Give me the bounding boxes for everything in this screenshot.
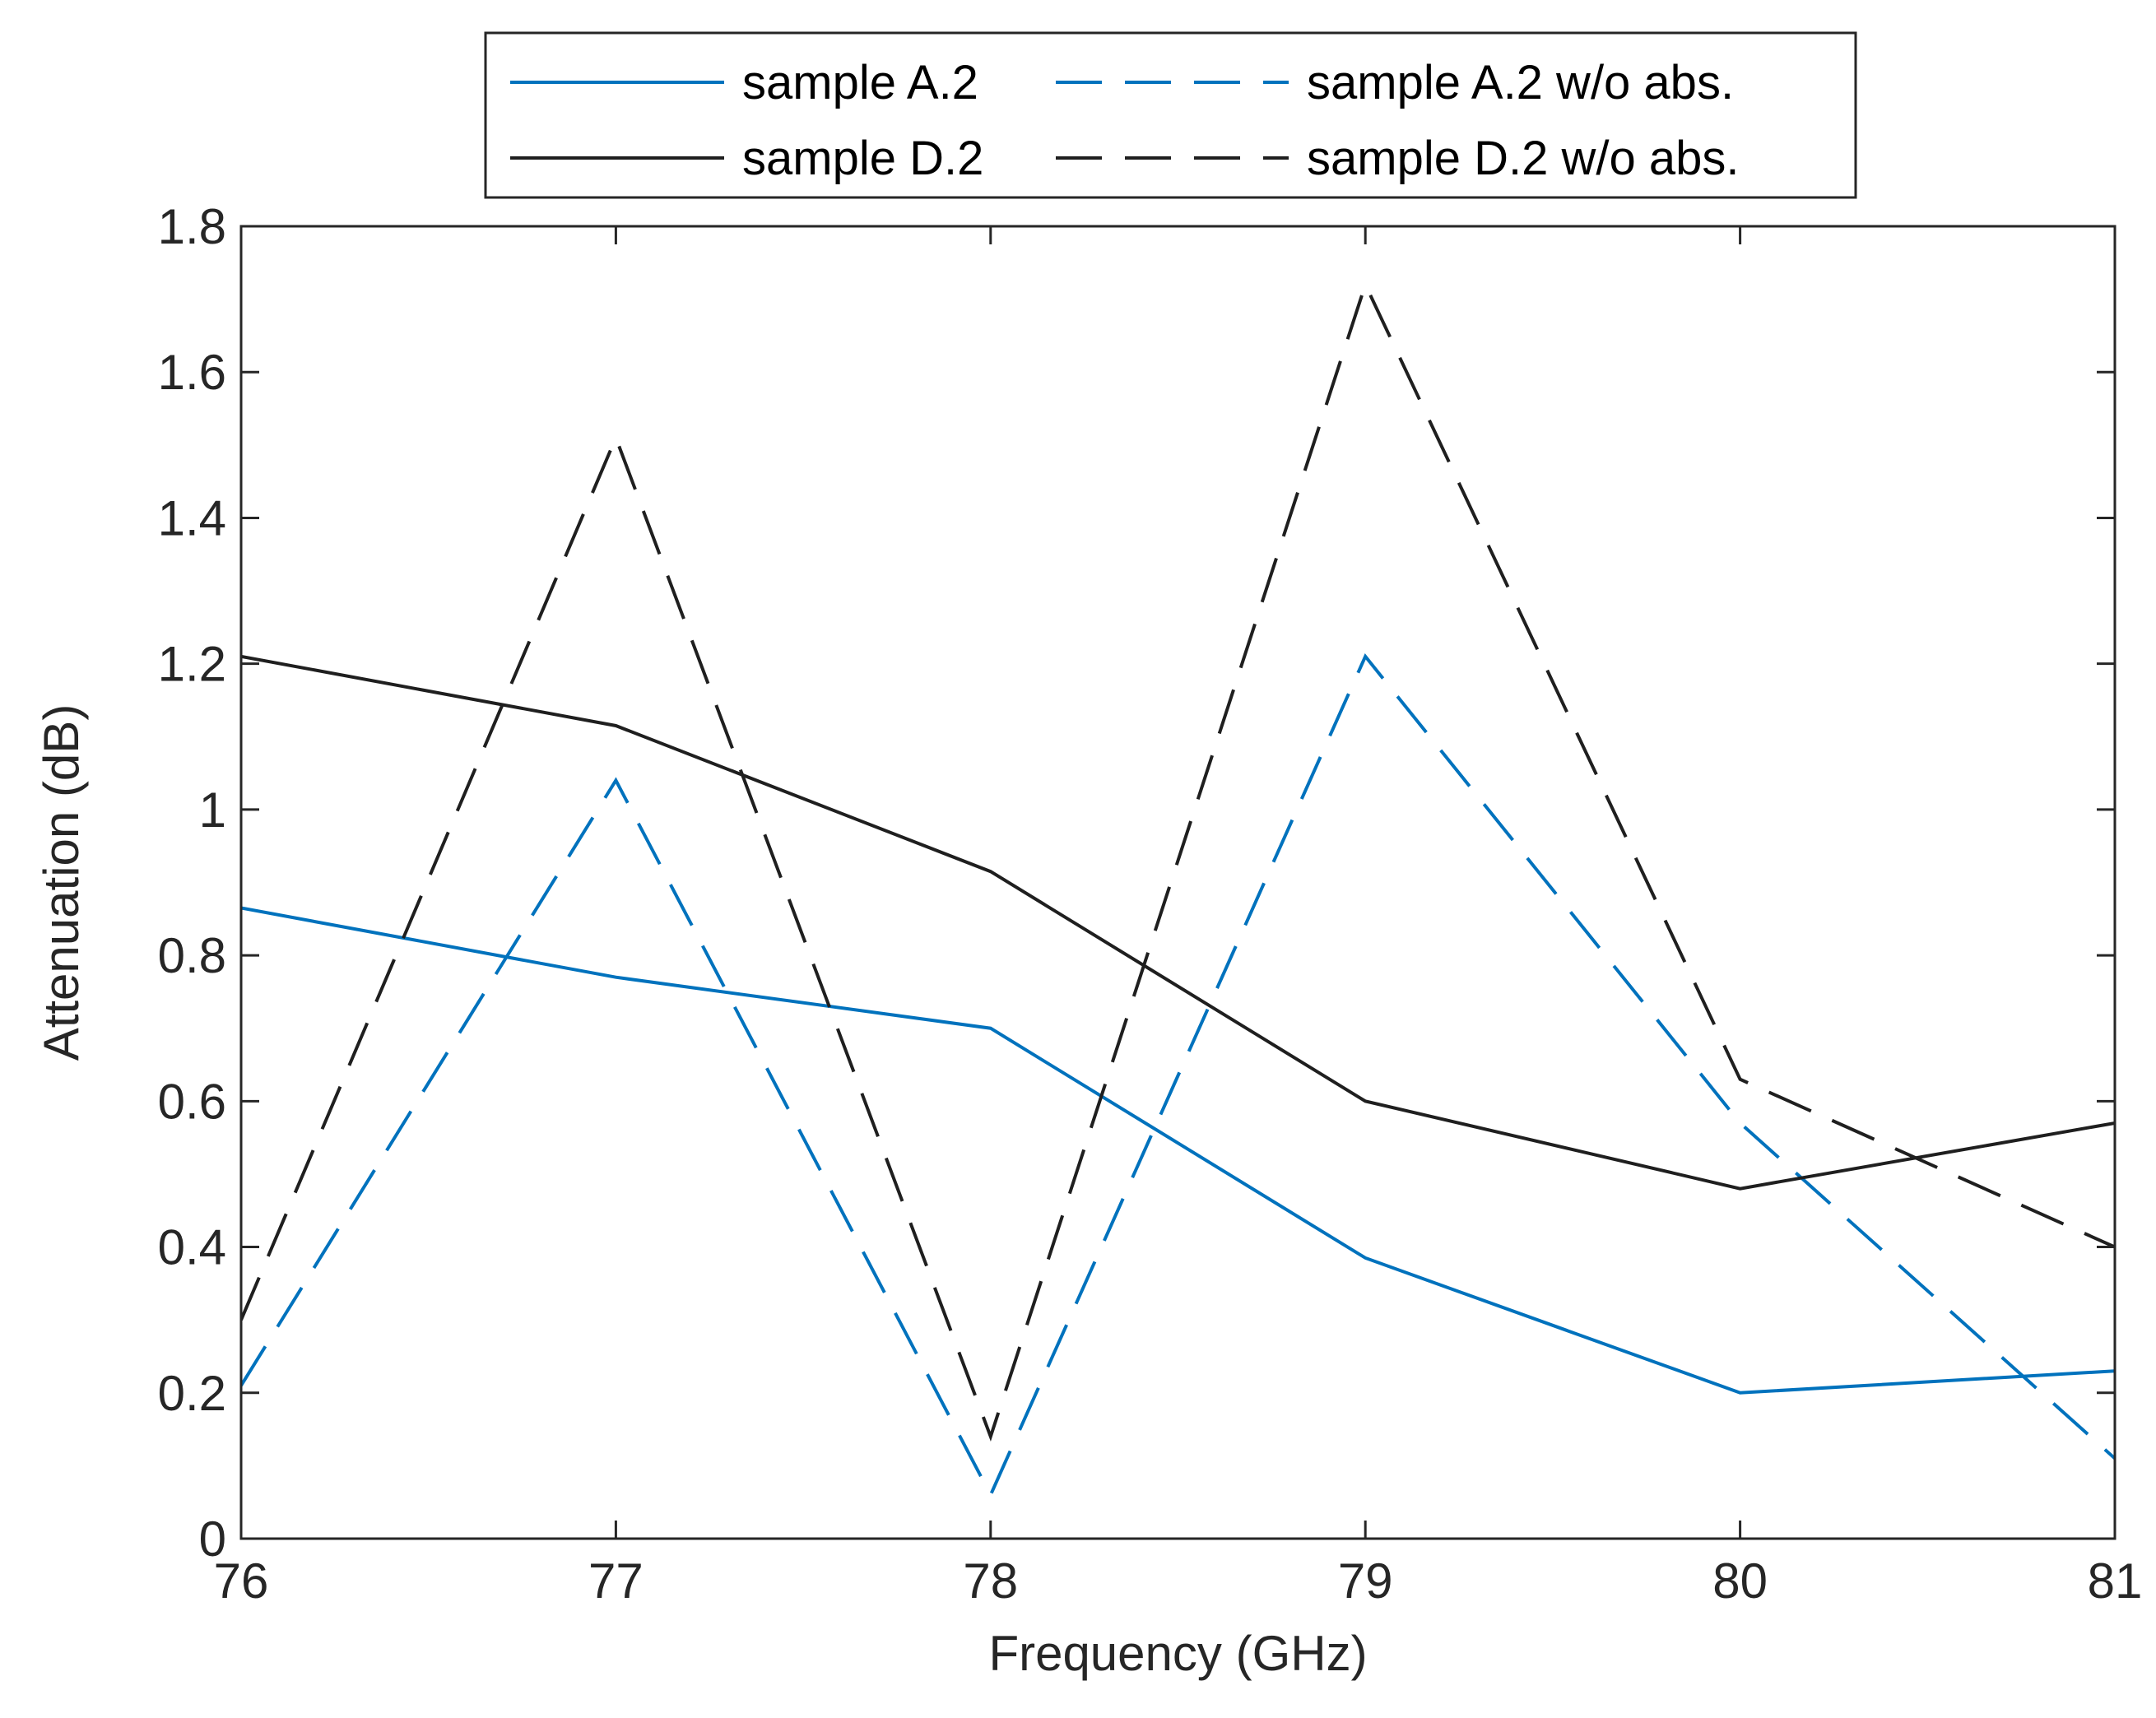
y-tick-label: 1.6 [158,345,226,400]
x-tick-label: 76 [214,1553,269,1609]
x-tick-label: 80 [1712,1553,1768,1609]
legend-label-2: sample A.2 w/o abs. [1307,56,1734,109]
y-tick-label: 1.8 [158,199,226,254]
series-line-1 [241,906,2115,1395]
x-axis-label: Frequency (GHz) [988,1626,1367,1681]
series-line-4 [241,280,2115,1442]
y-axis-label: Attenuation (dB) [34,704,89,1061]
x-tick-label: 77 [588,1553,644,1609]
y-tick-label: 0.6 [158,1074,226,1129]
legend-label-4: sample D.2 w/o abs. [1307,132,1739,185]
series-group [241,280,2115,1499]
legend-label-3: sample D.2 [742,132,983,185]
series-line-3 [241,654,2115,1191]
y-tick-label: 1 [199,782,226,838]
plot-area [241,226,2115,1539]
plot-frame [239,225,2117,1540]
legend-entries: sample A.2 sample A.2 w/o abs. sample D.2 s… [510,56,1739,185]
y-tick-label: 1.4 [158,490,226,546]
ticks-group [239,225,2117,1540]
legend-label-1: sample A.2 [742,56,978,109]
y-tick-label: 0.8 [158,928,226,983]
tick-labels-group: 76 77 78 79 80 81 0 0.2 0.4 0.6 0.8 1 1.2 1.4 1.6 1.8 [158,199,2143,1609]
y-tick-label: 0 [199,1511,226,1567]
x-tick-label: 81 [2088,1553,2143,1609]
legend: sample A.2 sample A.2 w/o abs. sample D.2 s… [484,31,1857,199]
legend-box [484,31,1857,199]
x-tick-label: 78 [963,1553,1018,1609]
y-tick-label: 0.4 [158,1220,226,1275]
y-tick-label: 0.2 [158,1366,226,1421]
y-tick-label: 1.2 [158,637,226,692]
x-tick-label: 79 [1338,1553,1393,1609]
